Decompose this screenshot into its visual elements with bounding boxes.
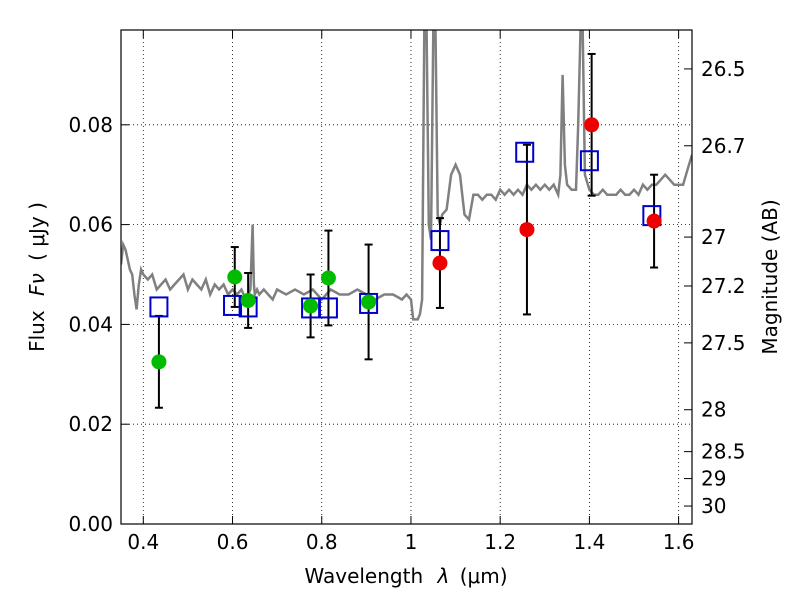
magnitude-tick-label: 27.5 bbox=[701, 331, 746, 355]
y-tick-label: 0.06 bbox=[68, 213, 113, 237]
y-tick-label: 0.08 bbox=[68, 113, 113, 137]
y-tick-label: 0.00 bbox=[68, 512, 113, 536]
magnitude-tick-label: 27 bbox=[701, 225, 726, 249]
y-axis-ticks: 0.00 0.02 0.04 0.06 0.08 bbox=[68, 113, 129, 536]
model-square-marker bbox=[149, 296, 169, 318]
right-axis-label: Magnitude (AB) bbox=[758, 199, 782, 354]
green-data-point bbox=[151, 354, 167, 370]
model-square-marker bbox=[359, 292, 379, 314]
model-squares bbox=[149, 141, 662, 319]
model-square-marker bbox=[579, 150, 599, 172]
magnitude-tick-label: 29 bbox=[701, 467, 726, 491]
magnitude-tick-label: 26.5 bbox=[701, 57, 746, 81]
red-data-point bbox=[646, 213, 662, 229]
green-data-point bbox=[320, 270, 336, 286]
x-tick-label: 1.6 bbox=[663, 530, 695, 554]
x-tick-label: 0.4 bbox=[127, 530, 159, 554]
model-square-marker bbox=[515, 141, 535, 163]
observed-points bbox=[151, 117, 662, 370]
green-data-point bbox=[240, 292, 256, 308]
x-tick-label: 1 bbox=[405, 530, 418, 554]
red-data-point bbox=[584, 117, 600, 133]
green-data-point bbox=[303, 298, 319, 314]
x-axis-label: Wavelength λ (μm) bbox=[304, 564, 507, 588]
x-axis-ticks: 0.4 0.6 0.8 1 1.2 1.4 1.6 bbox=[127, 30, 695, 554]
magnitude-tick-label: 28.5 bbox=[701, 440, 746, 464]
model-square-marker bbox=[223, 294, 243, 316]
plot-frame bbox=[120, 29, 693, 525]
magnitude-tick-label: 26.7 bbox=[701, 134, 746, 158]
x-tick-label: 1.2 bbox=[484, 530, 516, 554]
model-square-marker bbox=[430, 230, 450, 252]
red-data-point bbox=[432, 255, 448, 271]
magnitude-tick-label: 30 bbox=[701, 494, 726, 518]
x-tick-label: 0.6 bbox=[217, 530, 249, 554]
y-axis-label: Flux Fν ( μJy ) bbox=[25, 202, 49, 352]
magnitude-axis-ticks: 26.5 26.7 27 27.2 27.5 28 28.5 29 30 bbox=[684, 57, 746, 518]
x-tick-label: 1.4 bbox=[573, 530, 605, 554]
red-data-point bbox=[519, 222, 535, 238]
green-data-point bbox=[361, 294, 377, 310]
magnitude-tick-label: 28 bbox=[701, 398, 726, 422]
model-spectrum-line bbox=[121, 30, 692, 321]
plot-area bbox=[121, 30, 692, 409]
model-square-marker bbox=[318, 297, 338, 319]
magnitude-tick-label: 27.2 bbox=[701, 274, 746, 298]
x-tick-label: 0.8 bbox=[306, 530, 338, 554]
y-tick-label: 0.04 bbox=[68, 312, 113, 336]
green-data-point bbox=[227, 269, 243, 285]
y-tick-label: 0.02 bbox=[68, 412, 113, 436]
